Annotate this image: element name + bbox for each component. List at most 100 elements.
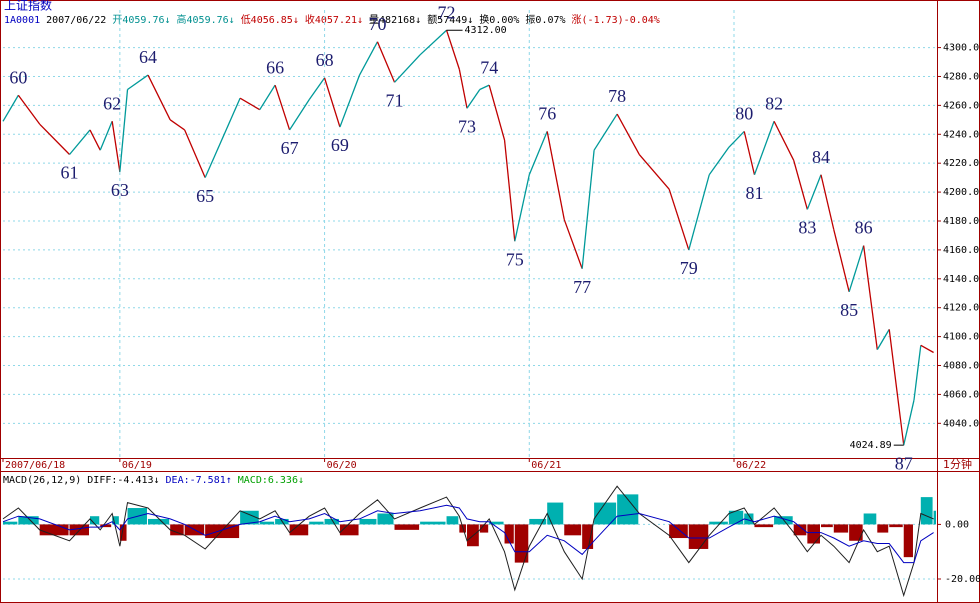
price-segment — [913, 345, 922, 401]
price-segment — [184, 129, 206, 178]
y-tick-label: -20.00 — [945, 574, 980, 585]
price-segment — [204, 97, 241, 178]
y-tick-label: 4200.00 — [943, 187, 980, 198]
wave-label: 82 — [765, 93, 783, 113]
macd-bar — [582, 524, 594, 549]
price-segment — [466, 89, 481, 109]
macd-bar — [820, 524, 833, 528]
macd-bar — [479, 524, 489, 533]
wave-label: 81 — [745, 183, 763, 203]
macd-bar — [420, 521, 446, 525]
quote-item: 开4059.76↓ — [112, 15, 170, 26]
macd-bar — [359, 518, 377, 525]
macd-bar — [259, 521, 275, 525]
macd-bar — [240, 510, 259, 525]
price-segment — [820, 174, 835, 230]
macd-bar — [39, 524, 69, 536]
y-tick-label: 4120.00 — [943, 303, 980, 314]
legend-item: MACD(26,12,9) — [3, 475, 81, 486]
price-segment — [616, 113, 640, 155]
price-segment — [458, 69, 468, 109]
price-segment — [863, 245, 878, 350]
macd-bar — [309, 521, 324, 525]
wave-label: 73 — [458, 116, 476, 136]
macd-bar — [594, 502, 617, 525]
chart-title: 上证指数 — [4, 0, 52, 13]
price-segment — [274, 84, 291, 131]
macd-bar — [889, 524, 903, 528]
price-segment — [111, 121, 121, 172]
macd-bar — [514, 524, 529, 563]
macd-bar — [669, 524, 688, 539]
price-segment — [920, 344, 934, 354]
price-segment — [358, 41, 379, 76]
wave-label: 79 — [680, 258, 698, 278]
price-segment — [833, 229, 850, 292]
macd-bar — [564, 524, 582, 536]
price-label: 4024.89 — [850, 440, 892, 451]
macd-bar — [877, 524, 889, 533]
price-segment — [99, 121, 113, 151]
wave-label: 76 — [538, 104, 556, 124]
wave-label: 71 — [386, 90, 404, 110]
legend-item: DEA:-7.581↑ — [166, 475, 232, 486]
quote-item: 换0.00% — [479, 13, 519, 26]
y-tick-label: 4180.00 — [943, 216, 980, 227]
quote-item: 1A0001 — [4, 15, 40, 26]
x-tick-label: 06/20 — [327, 460, 357, 471]
wave-label: 60 — [9, 67, 27, 87]
price-segment — [503, 139, 516, 242]
wave-label: 74 — [480, 57, 498, 77]
macd-bar — [289, 524, 309, 536]
price-segment — [419, 29, 447, 56]
x-tick-label: 06/22 — [736, 460, 766, 471]
price-segment — [488, 84, 506, 141]
price-segment — [708, 146, 730, 176]
macd-bar — [18, 516, 39, 525]
y-tick-label: 4220.00 — [943, 158, 980, 169]
y-tick-label: 4100.00 — [943, 332, 980, 343]
price-segment — [308, 77, 326, 100]
macd-bar — [833, 524, 849, 533]
macd-bar — [504, 524, 514, 544]
price-segment — [668, 189, 690, 251]
price-segment — [69, 129, 91, 155]
legend-item: DIFF:-4.413↓ — [87, 475, 159, 486]
wave-label: 70 — [368, 14, 386, 34]
macd-bar — [754, 524, 774, 528]
wave-label: 64 — [139, 47, 157, 67]
y-tick-label: 4280.00 — [943, 71, 980, 82]
macd-bar — [849, 524, 863, 541]
macd-bar — [377, 513, 394, 525]
macd-bar — [863, 513, 877, 525]
price-segment — [593, 113, 618, 151]
macd-bar — [903, 524, 913, 558]
quote-item: 额57449↓ — [427, 13, 473, 26]
macd-bar — [920, 497, 933, 525]
quote-item: 涨(-1.73)-0.04% — [572, 14, 660, 26]
price-segment — [514, 174, 530, 242]
legend-item: MACD:6.336↓ — [238, 475, 304, 486]
wave-label: 72 — [438, 2, 456, 22]
wave-label: 67 — [281, 138, 299, 158]
y-tick-label: 4240.00 — [943, 129, 980, 140]
macd-bar — [394, 524, 420, 530]
price-segment — [289, 99, 310, 131]
price-segment — [17, 94, 41, 125]
price-label: 4312.00 — [465, 25, 507, 36]
price-segment — [479, 84, 490, 91]
macd-bar — [547, 502, 564, 525]
macd-bar — [90, 516, 100, 525]
wave-label: 69 — [331, 135, 349, 155]
macd-bar — [933, 510, 936, 525]
price-segment — [688, 174, 710, 251]
macd-bar — [339, 524, 359, 536]
macd-bar — [529, 518, 547, 525]
y-tick-label: 0.00 — [945, 519, 969, 530]
price-segment — [546, 131, 565, 220]
price-segment — [127, 74, 149, 91]
quote-item: 低4056.85↓ — [241, 13, 299, 26]
macd-bar — [617, 494, 639, 525]
macd-bar — [793, 524, 807, 536]
